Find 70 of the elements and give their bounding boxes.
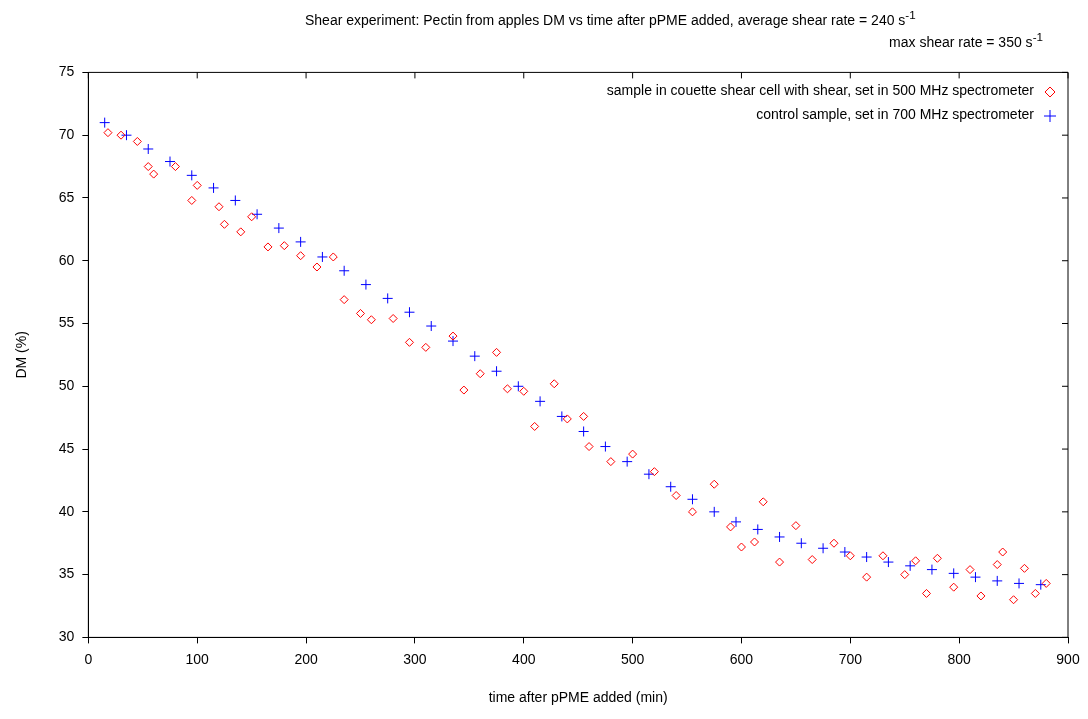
point <box>251 208 263 220</box>
y-tick-label: 55 <box>58 314 75 331</box>
x-axis-title: time after pPME added (min) <box>488 689 668 706</box>
point <box>839 546 851 558</box>
x-tick-label: 400 <box>512 650 536 667</box>
point <box>926 564 938 576</box>
point <box>229 194 241 206</box>
y-tick-label: 30 <box>58 628 75 645</box>
point <box>425 320 437 332</box>
x-tick-label: 200 <box>294 650 318 667</box>
x-tick-label: 300 <box>403 650 427 667</box>
x-tick-label: 700 <box>838 650 863 667</box>
point <box>948 567 960 579</box>
y-tick-label: 60 <box>58 251 75 268</box>
y-tick-label: 45 <box>58 439 75 456</box>
point <box>360 279 372 291</box>
y-tick-label: 35 <box>58 565 75 582</box>
point <box>817 542 829 554</box>
point <box>403 306 415 318</box>
point <box>861 551 873 563</box>
point <box>708 506 720 518</box>
point <box>643 468 655 480</box>
point <box>752 523 764 535</box>
point <box>99 117 111 129</box>
point <box>534 395 546 407</box>
point <box>208 182 220 194</box>
point <box>1035 579 1047 591</box>
x-tick-label: 600 <box>729 650 754 667</box>
point <box>665 481 677 493</box>
point <box>578 425 590 437</box>
legend-label: control sample, set in 700 MHz spectrometer <box>756 106 1034 123</box>
x-tick-label: 0 <box>84 650 93 667</box>
y-tick-label: 40 <box>58 502 75 519</box>
point <box>491 365 503 377</box>
point <box>338 265 350 277</box>
point <box>273 222 285 234</box>
point <box>295 236 307 248</box>
point <box>599 441 611 453</box>
point <box>142 143 154 155</box>
point <box>621 456 633 468</box>
chart-subtitle: max shear rate = 350 s$^{-1}$ <box>889 30 1043 50</box>
x-tick-label: 500 <box>620 650 645 667</box>
y-axis-title: DM (%) <box>13 331 30 379</box>
x-tick-label: 100 <box>185 650 210 667</box>
point <box>447 335 459 347</box>
point <box>991 575 1003 587</box>
point <box>882 556 894 568</box>
point <box>1013 577 1025 589</box>
point <box>186 169 198 181</box>
point <box>774 531 786 543</box>
point <box>686 493 698 505</box>
y-tick-label: 50 <box>58 377 75 394</box>
point <box>469 350 481 362</box>
chart-title: Shear experiment: Pectin from apples DM vs time after pPME added, average shear rate = 240 s$^{-1}$ <box>305 8 916 28</box>
point <box>164 156 176 168</box>
point <box>316 251 328 263</box>
point <box>969 571 981 583</box>
point <box>512 380 524 392</box>
y-tick-label: 65 <box>58 188 75 205</box>
point <box>120 129 132 141</box>
point <box>795 537 807 549</box>
point <box>904 560 916 572</box>
x-tick-label: 800 <box>947 650 972 667</box>
point <box>382 292 394 304</box>
point <box>730 516 742 528</box>
x-tick-label: 900 <box>1056 650 1080 667</box>
point <box>556 410 568 422</box>
y-tick-label: 70 <box>58 126 75 143</box>
y-tick-label: 75 <box>58 63 75 80</box>
legend-label: sample in couette shear cell with shear, set in 500 MHz spectrometer <box>606 82 1034 99</box>
